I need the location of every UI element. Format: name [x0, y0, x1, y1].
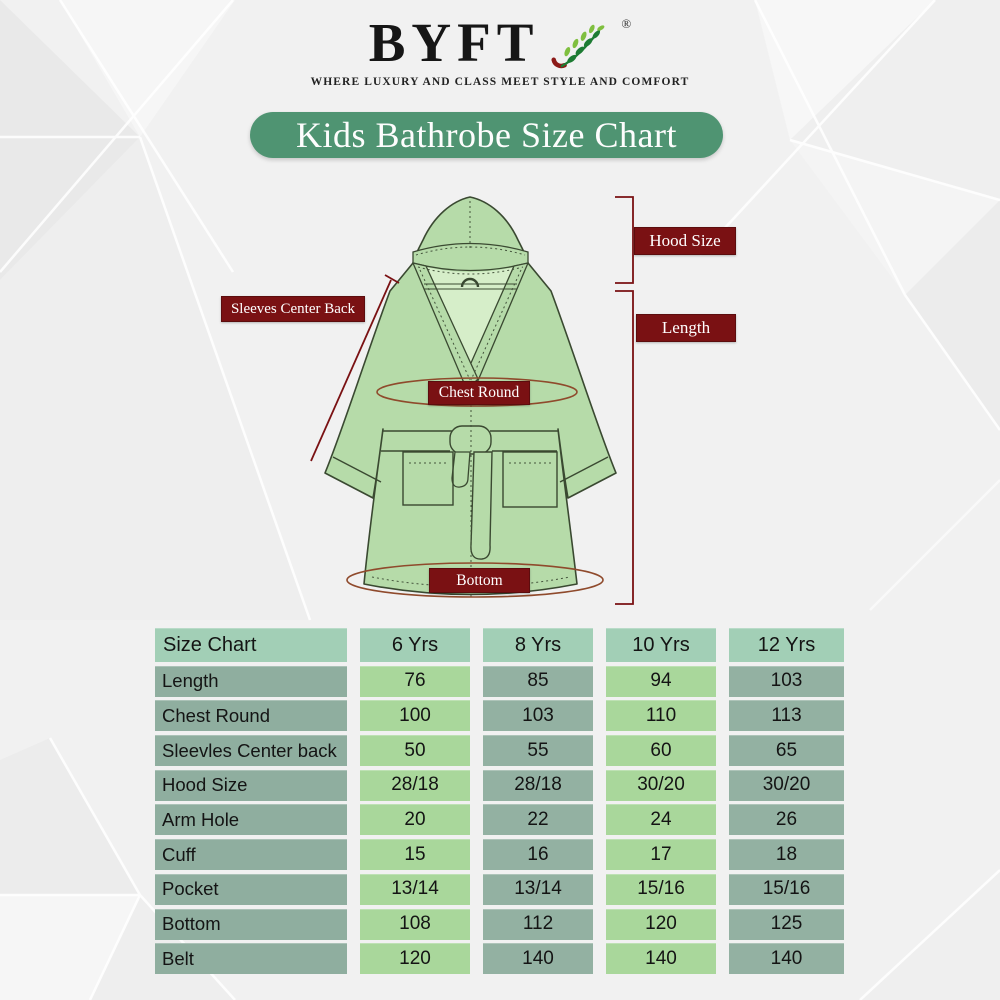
brand-name: BYFT [368, 12, 540, 73]
bottom-label: Bottom [429, 568, 530, 593]
chest-round-label: Chest Round [428, 381, 530, 405]
table-cell: 94 [606, 665, 716, 697]
byft-leaf-icon [551, 22, 609, 74]
table-cell: 15 [360, 839, 470, 871]
table-row-label: Length [155, 665, 347, 697]
table-cell: 108 [360, 908, 470, 940]
table-cell: 65 [729, 735, 844, 767]
table-cell: 140 [483, 943, 593, 975]
table-header-6-yrs: 6 Yrs [360, 628, 470, 662]
size-table: Size Chart 6 Yrs 8 Yrs 10 Yrs 12 Yrs Length 76… [155, 628, 844, 975]
table-row-label: Hood Size [155, 769, 347, 801]
table-cell: 26 [729, 804, 844, 836]
table-cell: 24 [606, 804, 716, 836]
table-cell: 110 [606, 700, 716, 732]
table-cell: 15/16 [729, 873, 844, 905]
table-cell: 55 [483, 735, 593, 767]
table-row-label: Chest Round [155, 700, 347, 732]
table-cell: 103 [483, 700, 593, 732]
table-cell: 30/20 [729, 769, 844, 801]
registered-trademark: ® [621, 16, 632, 31]
table-cell: 17 [606, 839, 716, 871]
table-cell: 60 [606, 735, 716, 767]
table-row-label: Cuff [155, 839, 347, 871]
table-row-label: Bottom [155, 908, 347, 940]
table-row-label: Belt [155, 943, 347, 975]
table-cell: 76 [360, 665, 470, 697]
table-cell: 113 [729, 700, 844, 732]
table-cell: 120 [606, 908, 716, 940]
table-cell: 16 [483, 839, 593, 871]
table-row-label: Sleevles Center back [155, 735, 347, 767]
table-cell: 28/18 [483, 769, 593, 801]
table-cell: 18 [729, 839, 844, 871]
brand-header: BYFT ® WHERE L [0, 12, 1000, 89]
table-cell: 13/14 [360, 873, 470, 905]
table-header-8-yrs: 8 Yrs [483, 628, 593, 662]
table-cell: 15/16 [606, 873, 716, 905]
table-cell: 50 [360, 735, 470, 767]
hood-size-label: Hood Size [634, 227, 736, 255]
title-banner: Kids Bathrobe Size Chart [250, 112, 723, 158]
table-header-10-yrs: 10 Yrs [606, 628, 716, 662]
table-cell: 112 [483, 908, 593, 940]
table-cell: 20 [360, 804, 470, 836]
table-cell: 140 [729, 943, 844, 975]
table-header-12-yrs: 12 Yrs [729, 628, 844, 662]
table-cell: 100 [360, 700, 470, 732]
table-cell: 85 [483, 665, 593, 697]
length-label: Length [636, 314, 736, 342]
table-cell: 103 [729, 665, 844, 697]
brand-tagline: WHERE LUXURY AND CLASS MEET STYLE AND CO… [310, 76, 690, 88]
table-row-label: Arm Hole [155, 804, 347, 836]
table-row-label: Pocket [155, 873, 347, 905]
table-cell: 28/18 [360, 769, 470, 801]
table-header-size-chart: Size Chart [155, 628, 347, 662]
table-cell: 140 [606, 943, 716, 975]
table-cell: 13/14 [483, 873, 593, 905]
table-cell: 22 [483, 804, 593, 836]
table-cell: 125 [729, 908, 844, 940]
table-cell: 120 [360, 943, 470, 975]
page-title: Kids Bathrobe Size Chart [296, 115, 677, 155]
table-cell: 30/20 [606, 769, 716, 801]
sleeves-center-back-label: Sleeves Center Back [221, 296, 365, 322]
